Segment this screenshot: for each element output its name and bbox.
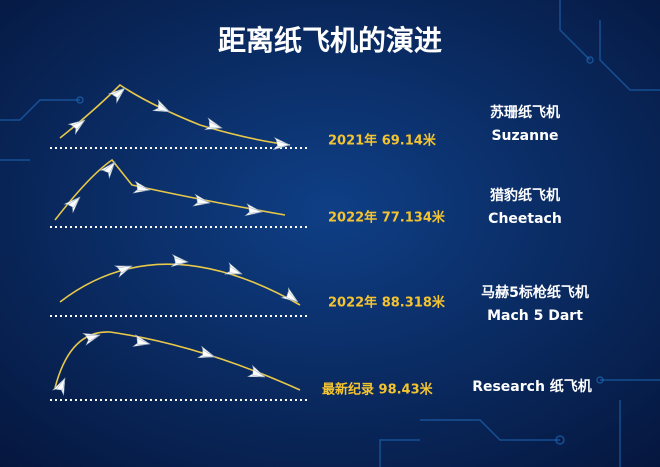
flight-1	[50, 83, 310, 152]
plane-name: 苏珊纸飞机	[490, 104, 560, 121]
plane-name-en: Mach 5 Dart	[487, 308, 583, 324]
plane-name: Research 纸飞机	[472, 378, 592, 395]
plane-name-en: Suzanne	[491, 128, 558, 144]
plane-name: 马赫5标枪纸飞机	[481, 284, 589, 301]
record: 2022年 88.318米	[328, 295, 446, 311]
flight-4	[50, 328, 310, 401]
record: 2022年 77.134米	[328, 210, 446, 226]
plane-name: 猎豹纸飞机	[490, 187, 560, 204]
record: 2021年 69.14米	[328, 133, 437, 149]
title: 距离纸飞机的演进	[218, 24, 442, 57]
flight-3	[50, 254, 310, 317]
flight-2	[50, 157, 310, 228]
plane-name-en: Cheetach	[488, 211, 562, 227]
record: 最新纪录 98.43米	[322, 382, 434, 398]
